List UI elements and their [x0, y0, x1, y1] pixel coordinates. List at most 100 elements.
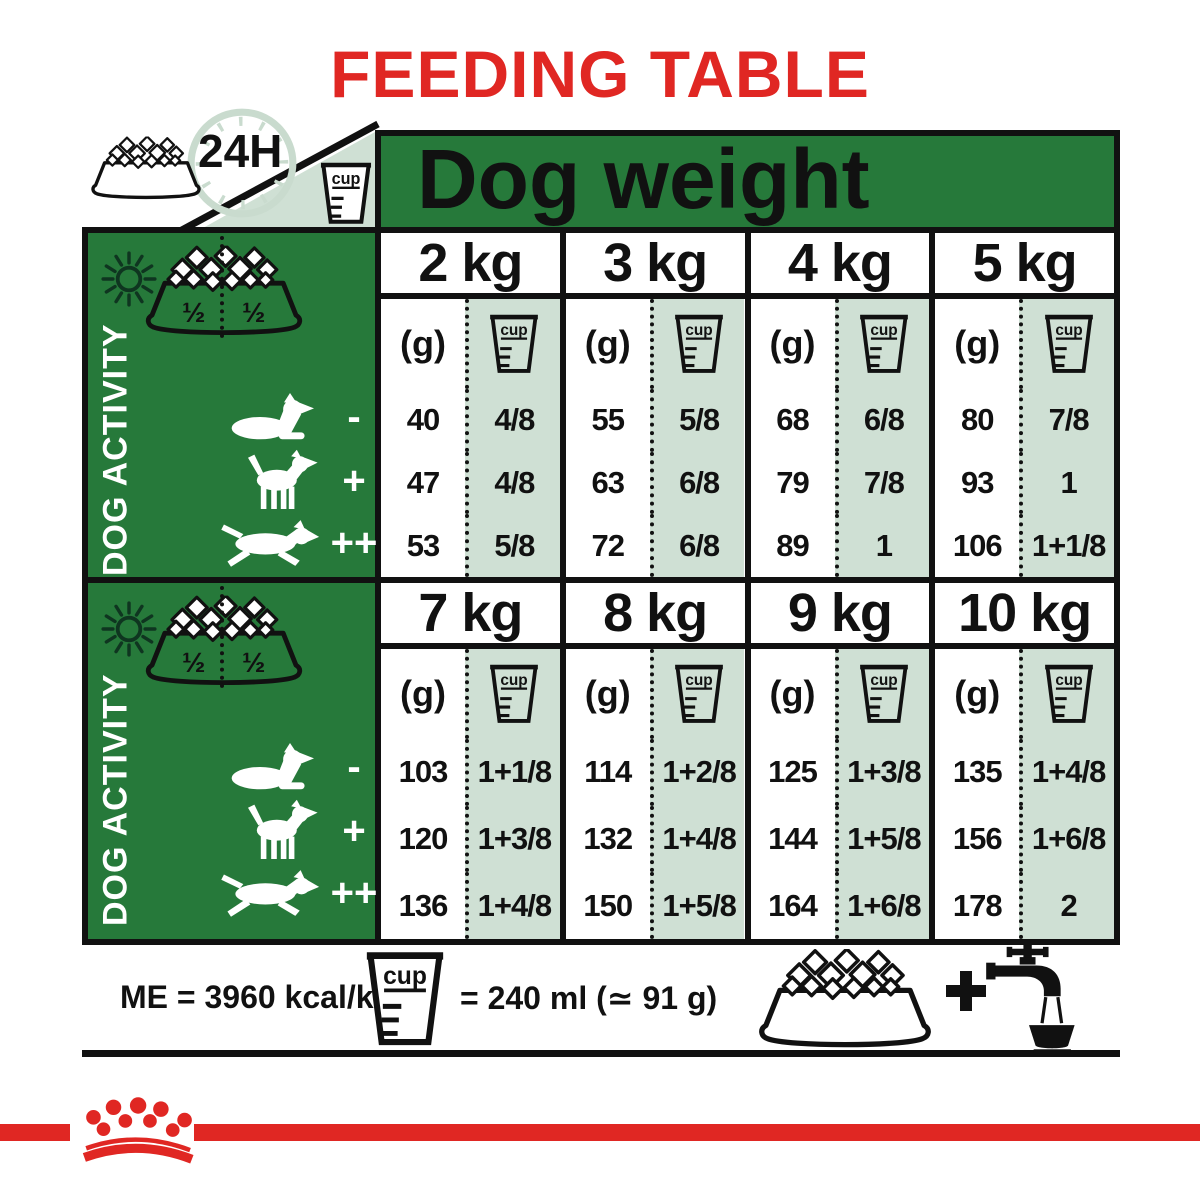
cup-unit-cell [1019, 299, 1114, 389]
grams-value: 135 [952, 754, 1003, 790]
grams-value: 114 [584, 754, 632, 790]
grams-unit-cell: (g) [935, 649, 1019, 739]
grams-value: 40 [406, 402, 440, 438]
cups-value: 1 [875, 527, 893, 563]
grams-cell: 178 [935, 872, 1019, 939]
weight-column: 10 kg (g) 135 1+4/8 156 [929, 583, 1114, 940]
activity-level-row: - [200, 385, 378, 449]
cups-cell: 5/8 [465, 514, 560, 578]
feeding-row: 40 4/8 [381, 389, 560, 452]
units-subheader-row: (g) [935, 299, 1114, 389]
weight-header: 7 kg [381, 583, 560, 649]
cups-cell: 6/8 [834, 389, 930, 452]
grams-value: 68 [776, 402, 809, 438]
grams-cell: 47 [381, 452, 465, 515]
lying-dog-icon [224, 742, 320, 792]
grams-value: 72 [591, 527, 625, 563]
grams-cell: 40 [381, 389, 465, 452]
feeding-row: 144 1+5/8 [751, 805, 930, 873]
cups-value: 1 [1060, 465, 1077, 500]
food-bowl-icon [144, 245, 304, 339]
activity-marker: - [347, 745, 361, 789]
dog-weight-header: Dog weight [375, 130, 1120, 227]
feeding-row: 156 1+6/8 [935, 805, 1114, 873]
weight-header: 4 kg [750, 233, 930, 299]
grams-unit-cell: (g) [381, 299, 465, 389]
feeding-row: 106 1+1/8 [935, 514, 1114, 578]
grams-unit-cell: (g) [751, 649, 835, 739]
grams-value: 120 [398, 821, 449, 856]
feeding-row: 72 6/8 [566, 514, 745, 578]
grams-value: 178 [952, 887, 1003, 923]
weight-header: 3 kg [565, 233, 745, 299]
units-subheader-row: (g) [935, 649, 1114, 739]
grams-cell: 53 [381, 514, 465, 577]
grams-value: 164 [768, 887, 818, 923]
cups-cell: 1 [834, 514, 930, 578]
cup-unit-cell [465, 299, 560, 389]
activity-level-row: - [200, 735, 378, 799]
activity-marker: - [347, 395, 361, 439]
cups-cell: 1+1/8 [1019, 514, 1114, 578]
feeding-row: 63 6/8 [566, 451, 745, 515]
feeding-row: 103 1+1/8 [381, 739, 560, 806]
cups-value: 1+5/8 [662, 887, 736, 923]
activity-marker: + [342, 809, 366, 853]
units-subheader-row: (g) [566, 299, 745, 389]
grams-value: 144 [768, 821, 818, 856]
grams-unit-label: (g) [769, 673, 816, 714]
half-portions-bowl: ½ ½ [144, 586, 304, 689]
feeding-row: 55 5/8 [566, 389, 745, 452]
dog-activity-label: DOG ACTIVITY [96, 673, 135, 927]
cups-cell: 1+2/8 [649, 739, 745, 806]
feeding-row: 47 4/8 [381, 451, 560, 515]
feeding-row: 114 1+2/8 [566, 739, 745, 806]
cups-value: 1+3/8 [847, 754, 921, 790]
cups-cell: 6/8 [649, 514, 745, 578]
cups-cell: 1+3/8 [834, 739, 930, 806]
grams-unit-cell: (g) [566, 299, 650, 389]
dog-activity-panel: ½ ½ DOG ACTIVITY - + ++ [88, 233, 381, 577]
cups-cell: 4/8 [465, 451, 560, 515]
cups-value: 6/8 [863, 402, 905, 438]
cups-value: 5/8 [679, 402, 720, 438]
cup-icon [489, 664, 539, 724]
cup-icon [859, 664, 909, 724]
feeding-row: 178 2 [935, 872, 1114, 940]
activity-marker: ++ [330, 521, 378, 565]
cup-unit-cell [834, 299, 930, 389]
cups-cell: 1+6/8 [834, 872, 930, 940]
food-bowl-icon [748, 949, 942, 1051]
grams-cell: 89 [751, 514, 835, 577]
grams-unit-label: (g) [954, 673, 1001, 714]
grams-value: 132 [583, 821, 633, 856]
cup-unit-cell [649, 299, 745, 389]
grams-unit-label: (g) [400, 323, 446, 364]
units-subheader-row: (g) [381, 299, 560, 389]
cups-value: 1+1/8 [1031, 527, 1106, 563]
cups-value: 1+5/8 [847, 821, 921, 856]
feeding-row: 120 1+3/8 [381, 805, 560, 873]
cup-unit-cell [1019, 649, 1114, 739]
grams-value: 80 [961, 402, 994, 438]
dog-activity-panel: ½ ½ DOG ACTIVITY - + ++ [88, 583, 381, 939]
cups-value: 1+4/8 [1031, 754, 1106, 790]
cups-cell: 1+1/8 [465, 739, 560, 806]
weight-column: 8 kg (g) 114 1+2/8 132 [559, 583, 745, 940]
cup-icon [859, 314, 909, 374]
cups-value: 1+4/8 [477, 887, 552, 923]
units-subheader-row: (g) [381, 649, 560, 739]
grams-cell: 106 [935, 514, 1019, 577]
grams-cell: 63 [566, 452, 650, 515]
grams-value: 103 [398, 754, 449, 790]
cups-value: 7/8 [1048, 402, 1090, 438]
activity-marker: + [342, 459, 366, 503]
feeding-row: 150 1+5/8 [566, 872, 745, 940]
grams-cell: 79 [751, 452, 835, 515]
feeding-row: 93 1 [935, 451, 1114, 515]
cup-icon [1044, 314, 1094, 374]
metabolizable-energy-text: ME = 3960 kcal/kg [120, 979, 394, 1015]
half-portion-label: ½ [182, 297, 206, 328]
activity-level-row: ++ [200, 861, 378, 925]
